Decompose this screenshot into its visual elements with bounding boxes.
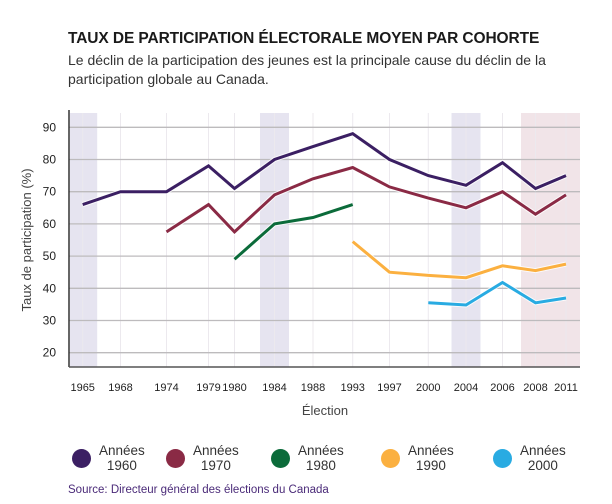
shaded-band-1965 bbox=[70, 113, 98, 367]
legend-item-1960: Années 1960 bbox=[72, 443, 145, 473]
y-axis-title: Taux de participation (%) bbox=[19, 168, 34, 311]
x-tick-label: 2011 bbox=[554, 382, 578, 394]
legend-label-line1: Années bbox=[408, 443, 454, 458]
x-axis-title: Élection bbox=[302, 403, 348, 418]
legend-item-2000: Années 2000 bbox=[493, 443, 566, 473]
legend-label-line2: 1980 bbox=[305, 458, 336, 473]
legend-item-1980: Années 1980 bbox=[271, 443, 344, 473]
legend-swatch-1960 bbox=[72, 448, 91, 468]
y-tick-label: 60 bbox=[43, 217, 57, 231]
legend-swatch-1980 bbox=[271, 448, 290, 468]
shaded-bands bbox=[70, 113, 580, 367]
legend-item-1990: Années 1990 bbox=[381, 443, 454, 473]
x-tick-label: 1988 bbox=[301, 382, 325, 394]
x-tick-label: 1974 bbox=[154, 382, 178, 394]
x-tick-label: 1968 bbox=[108, 382, 132, 394]
x-tick-label: 2008 bbox=[523, 382, 547, 394]
x-tick-label: 2000 bbox=[416, 382, 440, 394]
x-tick-labels: 1965 1968 1974 1979 1980 1984 1988 1993 1997 2000… bbox=[70, 382, 577, 394]
x-tick-label: 1965 bbox=[70, 382, 94, 394]
legend-swatch-1990 bbox=[381, 448, 400, 468]
legend-item-1970: Années 1970 bbox=[166, 443, 239, 473]
legend: Années 1960 Années 1970 Années 1980 Années 1… bbox=[72, 443, 592, 477]
series-line-ann-es-1980 bbox=[233, 203, 354, 261]
x-tick-label: 1997 bbox=[377, 382, 401, 394]
chart-subtitle: Le déclin de la participation des jeunes… bbox=[68, 52, 546, 87]
y-tick-label: 80 bbox=[43, 153, 57, 167]
x-tick-label: 1980 bbox=[222, 382, 246, 394]
source-note: Source: Directeur général des élections … bbox=[68, 484, 329, 496]
y-tick-label: 50 bbox=[43, 249, 57, 263]
legend-label-line1: Années bbox=[298, 443, 344, 458]
vertical-gridlines bbox=[82, 113, 567, 367]
y-tick-label: 90 bbox=[43, 120, 57, 134]
y-tick-label: 30 bbox=[43, 314, 57, 328]
legend-label-line2: 1990 bbox=[415, 458, 446, 473]
x-tick-label: 2004 bbox=[454, 382, 478, 394]
legend-swatch-1970 bbox=[166, 448, 185, 468]
series-lines bbox=[81, 130, 568, 308]
x-tick-label: 2006 bbox=[490, 382, 514, 394]
y-tick-label: 20 bbox=[43, 346, 57, 360]
line-chart: 20 30 40 50 60 70 80 90 1965 1968 1974 1979 1980 198… bbox=[19, 110, 580, 418]
x-tick-label: 1993 bbox=[340, 382, 364, 394]
legend-label-line2: 1970 bbox=[200, 458, 231, 473]
legend-label-line1: Années bbox=[193, 443, 239, 458]
legend-label-line1: Années bbox=[520, 443, 566, 458]
legend-label-line2: 2000 bbox=[527, 458, 558, 473]
series-line-ann-es-1960 bbox=[82, 132, 567, 207]
shaded-band-2008 bbox=[521, 113, 580, 367]
chart-title: TAUX DE PARTICIPATION ÉLECTORALE MOYEN P… bbox=[68, 30, 540, 47]
series-line-ann-es-1970 bbox=[165, 165, 567, 235]
x-tick-label: 1984 bbox=[262, 382, 286, 394]
x-tick-label: 1979 bbox=[196, 382, 220, 394]
legend-swatch-2000 bbox=[493, 448, 512, 468]
y-tick-label: 40 bbox=[43, 281, 57, 295]
legend-label-line1: Années bbox=[99, 443, 145, 458]
y-tick-labels: 20 30 40 50 60 70 80 90 bbox=[43, 120, 57, 359]
y-tick-label: 70 bbox=[43, 185, 57, 199]
legend-label-line2: 1960 bbox=[106, 458, 137, 473]
